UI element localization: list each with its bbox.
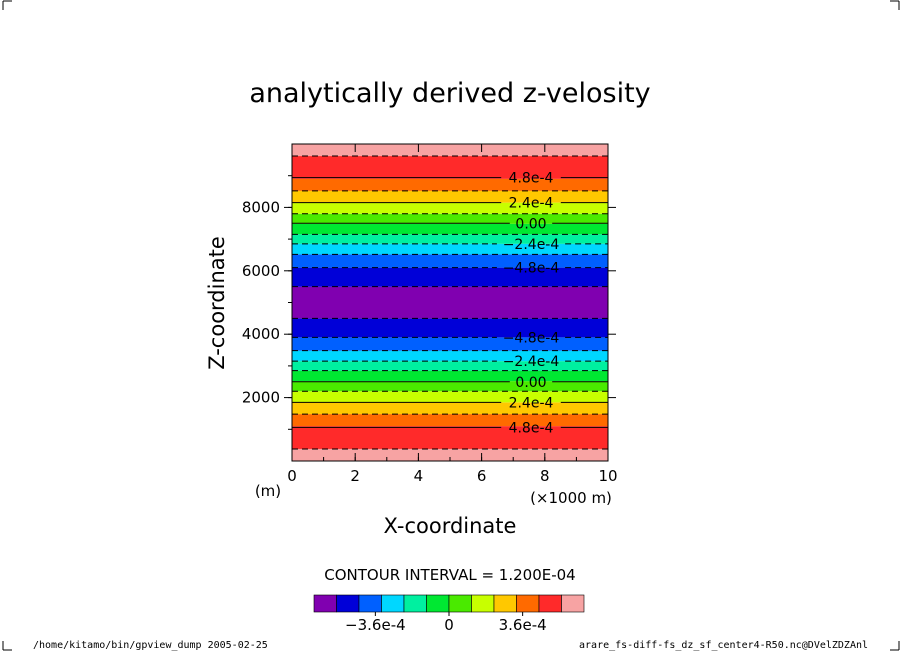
color-band <box>292 223 608 235</box>
color-band <box>292 370 608 382</box>
colorbar-swatch <box>538 594 562 613</box>
contour-label: 2.4e-4 <box>509 395 554 411</box>
color-band <box>292 286 608 319</box>
contour-label: −2.4e-4 <box>503 354 560 370</box>
x-tick-label: 0 <box>287 467 297 485</box>
chart-title: analytically derived z-velosity <box>249 78 650 109</box>
y-axis: 2000 4000 6000 8000 <box>242 175 616 430</box>
contour-lines <box>292 155 608 450</box>
color-band <box>292 156 608 179</box>
colorbar-swatch <box>381 594 405 613</box>
color-band <box>292 381 608 392</box>
contour-interval-label: CONTOUR INTERVAL = 1.200E-04 <box>324 566 575 584</box>
contour-label: −4.8e-4 <box>503 330 560 346</box>
color-band <box>292 414 608 427</box>
colorbar-swatch <box>448 594 472 613</box>
color-band <box>292 426 608 449</box>
x-tick-label: 2 <box>350 467 360 485</box>
color-band <box>292 254 608 268</box>
color-band <box>292 391 608 403</box>
color-band <box>292 361 608 371</box>
colorbar: −3.6e-4 0 3.6e-4 <box>313 594 585 634</box>
x-axis: 0 2 4 6 8 10 <box>287 144 618 485</box>
x-tick-label: 10 <box>598 467 617 485</box>
contour-label: 4.8e-4 <box>509 171 554 187</box>
footer-left: /home/kitamo/bin/gpview_dump 2005-02-25 <box>33 640 268 651</box>
contour-labels: 4.8e-4 2.4e-4 0.00 −2.4e-4 −4.8e-4 −4.8e-4 −2.… <box>503 171 560 437</box>
x-tick-label: 8 <box>540 467 550 485</box>
footer-right: arare_fs-diff-fs_dz_sf_center4-R50.nc@DV… <box>579 640 868 651</box>
color-band <box>292 350 608 362</box>
color-band <box>292 243 608 255</box>
colorbar-swatch <box>426 594 450 613</box>
color-band <box>292 267 608 287</box>
y-axis-label: Z-coordinate <box>205 236 229 370</box>
colorbar-swatch <box>403 594 427 613</box>
contour-label: 2.4e-4 <box>509 196 554 212</box>
contour-label: 0.00 <box>515 216 546 232</box>
colorbar-tick-label: −3.6e-4 <box>345 616 406 634</box>
colorbar-swatch <box>313 594 337 613</box>
colorbar-swatch <box>516 594 540 613</box>
x-tick-label: 4 <box>414 467 424 485</box>
colorbar-swatch <box>561 594 585 613</box>
contour-label: −4.8e-4 <box>503 261 560 277</box>
contour-label: −2.4e-4 <box>503 237 560 253</box>
y-tick-label: 4000 <box>242 325 280 343</box>
colorbar-tick-label: 3.6e-4 <box>499 616 547 634</box>
color-band <box>292 402 608 415</box>
contour-label: 4.8e-4 <box>509 420 554 436</box>
color-band <box>292 234 608 244</box>
color-band <box>292 178 608 191</box>
y-tick-label: 6000 <box>242 262 280 280</box>
y-tick-label: 2000 <box>242 389 280 407</box>
x-axis-label: X-coordinate <box>384 514 517 538</box>
color-band <box>292 448 608 461</box>
x-units-label: (m) <box>255 482 281 500</box>
color-band <box>292 213 608 224</box>
colorbar-swatch <box>358 594 382 613</box>
colorbar-swatch <box>336 594 360 613</box>
color-band <box>292 144 608 157</box>
colorbar-swatch <box>471 594 495 613</box>
color-bands <box>292 144 608 461</box>
color-band <box>292 190 608 203</box>
y-tick-label: 8000 <box>242 198 280 216</box>
colorbar-tick-label: 0 <box>444 616 454 634</box>
color-band <box>292 202 608 214</box>
color-band <box>292 337 608 351</box>
color-band <box>292 318 608 338</box>
contour-label: 0.00 <box>515 375 546 391</box>
x-scale-note: (×1000 m) <box>530 489 612 507</box>
colorbar-swatch <box>493 594 517 613</box>
x-tick-label: 6 <box>477 467 487 485</box>
